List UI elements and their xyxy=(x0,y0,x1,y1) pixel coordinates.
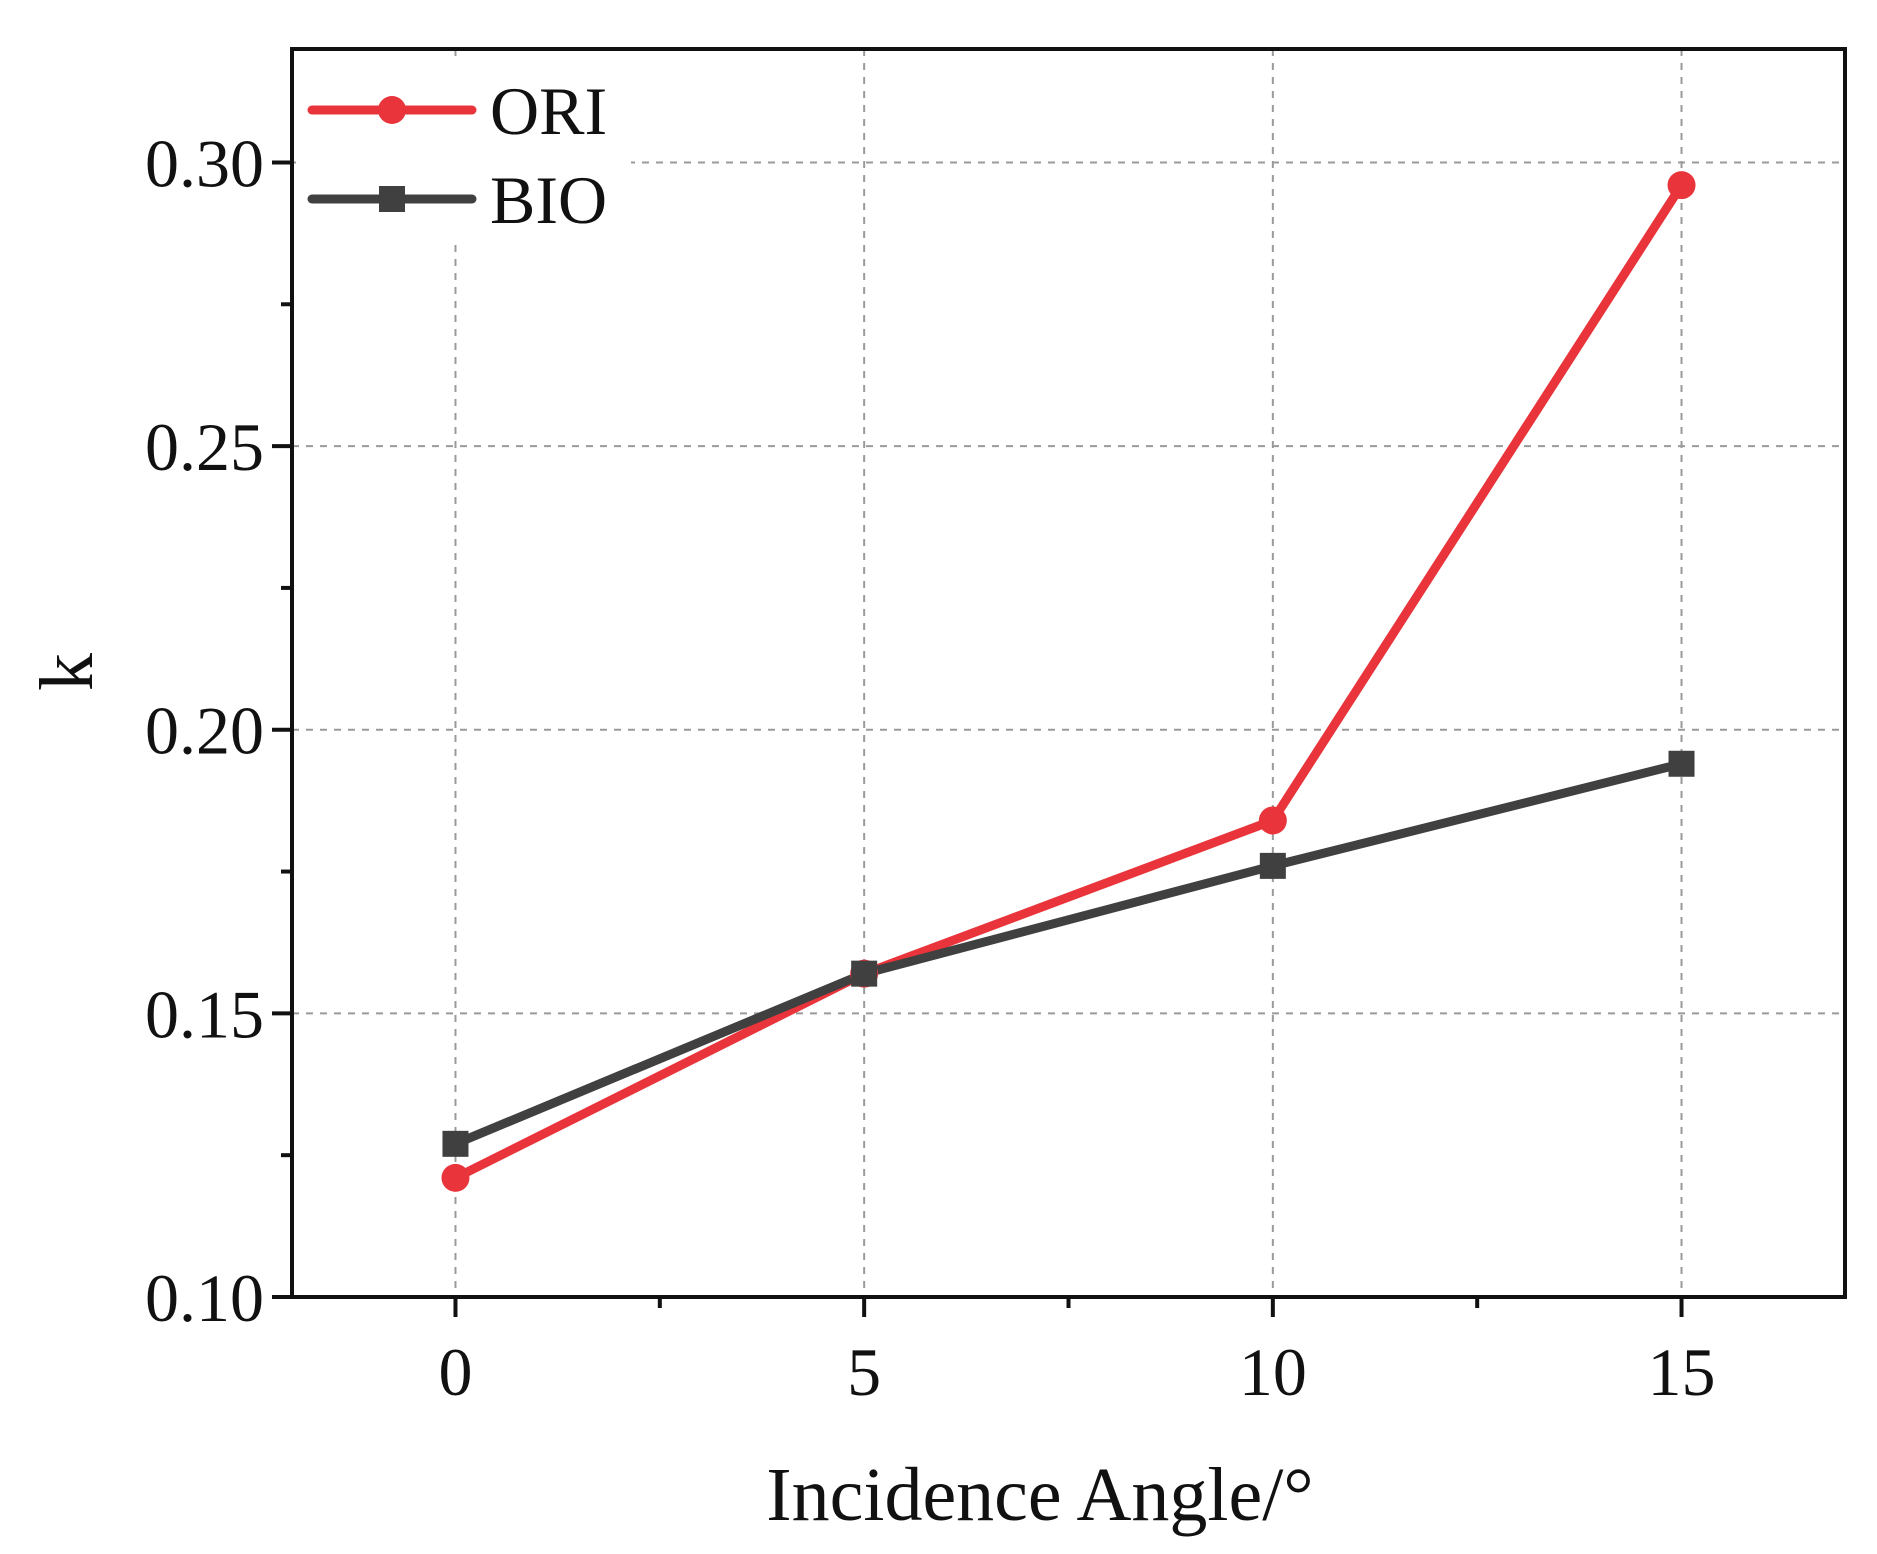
point-ori-2 xyxy=(1258,806,1287,835)
x-tick-label-3: 15 xyxy=(1648,1334,1716,1410)
legend: ORI BIO xyxy=(296,60,631,240)
x-tick-label-1: 5 xyxy=(847,1334,881,1410)
legend-background xyxy=(296,60,631,240)
x-tick-labels: 0 5 10 15 xyxy=(438,1334,1715,1410)
point-bio-1 xyxy=(851,960,878,987)
legend-label-bio: BIO xyxy=(490,162,607,238)
y-tick-label-2: 0.20 xyxy=(145,693,264,769)
x-tick-label-2: 10 xyxy=(1239,1334,1307,1410)
series-layer xyxy=(441,171,1696,1192)
point-bio-3 xyxy=(1668,750,1695,777)
series-line-ori xyxy=(450,180,1687,1183)
x-tick-label-0: 0 xyxy=(438,1334,472,1410)
y-tick-label-3: 0.25 xyxy=(145,409,264,485)
legend-marker-bio xyxy=(379,186,405,212)
x-axis-title: Incidence Angle/° xyxy=(766,1453,1313,1537)
y-tick-label-1: 0.15 xyxy=(145,976,264,1052)
series-line-bio xyxy=(450,759,1687,1149)
legend-marker-ori xyxy=(378,96,406,124)
legend-label-ori: ORI xyxy=(490,73,607,149)
point-ori-3 xyxy=(1667,171,1696,200)
point-ori-0 xyxy=(441,1163,470,1192)
point-bio-2 xyxy=(1259,852,1286,879)
y-tick-label-4: 0.30 xyxy=(145,125,264,201)
y-tick-labels: 0.10 0.15 0.20 0.25 0.30 xyxy=(145,125,264,1336)
y-axis-title: k xyxy=(25,653,109,691)
y-tick-label-0: 0.10 xyxy=(145,1260,264,1336)
point-bio-0 xyxy=(442,1130,469,1157)
axis-ticks xyxy=(272,160,1684,1317)
